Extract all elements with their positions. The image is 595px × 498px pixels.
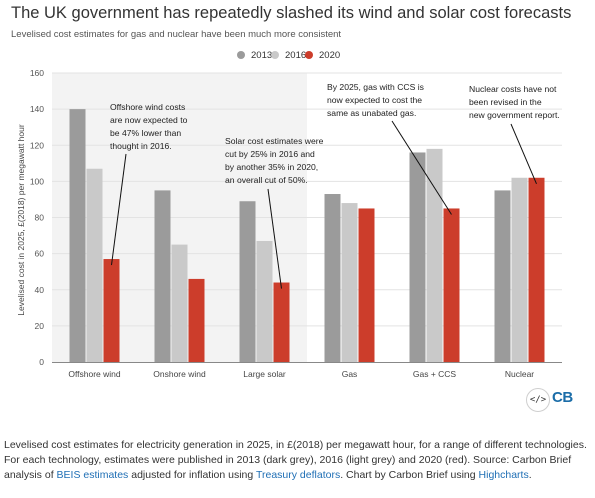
bar (494, 190, 511, 362)
y-tick-label: 60 (35, 249, 45, 259)
bar (188, 278, 205, 362)
bar (409, 152, 426, 362)
annotation-connector (391, 120, 452, 215)
legend-item-2016[interactable]: 2016 (271, 50, 306, 61)
annotation-line-text: cut by 25% in 2016 and (225, 149, 315, 159)
bar (273, 282, 290, 362)
treasury-deflators-link[interactable]: Treasury deflators (255, 469, 341, 481)
bar (358, 208, 375, 362)
code-icon: </> (529, 395, 547, 405)
x-tick-label: Offshore wind (68, 369, 121, 379)
x-tick-label: Nuclear (505, 369, 534, 379)
chart-subtitle: Levelised cost estimates for gas and nuc… (11, 29, 342, 40)
x-tick-label: Onshore wind (153, 369, 206, 379)
legend-item-2020[interactable]: 2020 (305, 50, 340, 61)
carbon-brief-logo: CB (552, 389, 573, 406)
y-tick-labels: 0 20 40 60 80 100 120 140 160 (30, 68, 44, 367)
legend-item-2013[interactable]: 2013 (237, 50, 272, 61)
annotation-line-text: be 47% lower than (110, 128, 182, 138)
bar (341, 203, 358, 362)
annotation-line-text: By 2025, gas with CCS is (327, 82, 424, 92)
bar (154, 190, 171, 362)
bar (86, 168, 103, 362)
bar (171, 244, 188, 362)
y-axis-label: Levelised cost in 2025, £(2018) per mega… (16, 124, 26, 316)
bar (69, 109, 86, 362)
annotation-connector (111, 153, 127, 266)
annotation-line-text: Nuclear costs have not (469, 84, 557, 94)
annotation-line-text: Solar cost estimates were (225, 136, 324, 146)
y-tick-label: 120 (30, 140, 44, 150)
y-tick-label: 100 (30, 176, 44, 186)
annotation-line-text: now expected to cost the (327, 95, 423, 105)
y-tick-label: 0 (39, 357, 44, 367)
annotation-line-text: same as unabated gas. (327, 108, 417, 118)
beis-estimates-link[interactable]: BEIS estimates (56, 469, 129, 481)
annotation-nuclear: Nuclear costs have not been revised in th… (469, 83, 560, 122)
annotation-offshore: Offshore wind costs are now expected to be… (110, 101, 187, 153)
x-tick-label: Large solar (243, 369, 286, 379)
y-tick-label: 20 (35, 321, 45, 331)
y-tick-label: 160 (30, 68, 44, 78)
annotation-line-text: new government report. (469, 110, 560, 120)
annotation-line-text: thought in 2016. (110, 141, 172, 151)
annotation-line-text: by another 35% in 2020, (225, 162, 319, 172)
y-tick-label: 40 (35, 285, 45, 295)
legend-label-2020: 2020 (319, 50, 341, 61)
annotation-connector (267, 188, 282, 289)
x-tick-labels: Offshore wind Onshore wind Large solar Gas G… (68, 369, 534, 379)
figure-caption: Levelised cost estimates for electricity… (4, 438, 590, 483)
y-tick-label: 140 (30, 104, 44, 114)
bar-chart: 0 20 40 60 80 100 120 140 160 Offshore wind Onsho… (16, 68, 562, 379)
annotation-solar: Solar cost estimates were cut by 25% in 2… (225, 135, 323, 187)
caption-text: Levelised cost estimates for electricity… (4, 439, 587, 481)
bar (256, 240, 273, 362)
legend-swatch-2020 (305, 51, 313, 59)
annotation-line-text: are now expected to (110, 115, 188, 125)
bar (239, 201, 256, 362)
bar (511, 177, 528, 362)
legend-label-2013: 2013 (251, 50, 273, 61)
x-tick-label: Gas (342, 369, 358, 379)
bar (426, 148, 443, 362)
annotation-connector (510, 123, 537, 184)
y-tick-label: 80 (35, 213, 45, 223)
annotation-ccs: By 2025, gas with CCS is now expected to … (327, 81, 424, 120)
bar (324, 194, 341, 362)
legend-swatch-2013 (237, 51, 245, 59)
legend-label-2016: 2016 (285, 50, 307, 61)
annotation-line-text: an overall cut of 50%. (225, 175, 308, 185)
x-tick-label: Gas + CCS (413, 369, 457, 379)
caption-text-2: adjusted for inflation using (131, 469, 254, 481)
embed-code-button[interactable]: </> (526, 388, 550, 412)
bar (443, 208, 460, 362)
legend-swatch-2016 (271, 51, 279, 59)
bar (103, 259, 120, 362)
bar (528, 177, 545, 362)
chart-title: The UK government has repeatedly slashed… (11, 4, 572, 22)
highcharts-link[interactable]: Highcharts (478, 469, 529, 481)
bars (69, 109, 545, 362)
annotation-lines (111, 120, 537, 289)
annotation-line-text: been revised in the (469, 97, 542, 107)
gridlines (52, 72, 562, 363)
caption-text-3: . Chart by Carbon Brief using (340, 469, 476, 481)
annotation-line-text: Offshore wind costs (110, 102, 186, 112)
caption-text-4: . (528, 469, 532, 481)
